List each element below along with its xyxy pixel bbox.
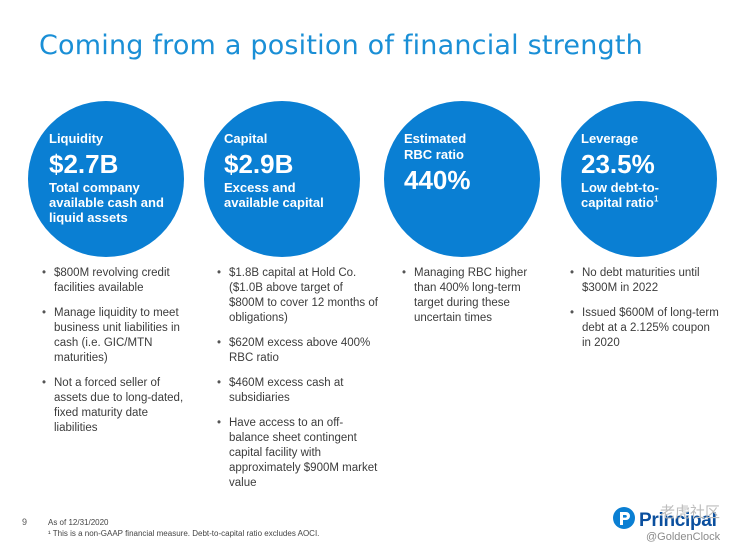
circle-desc: Excess and available capital (224, 180, 324, 210)
liquidity-bullets: $800M revolving credit facilities availa… (41, 266, 191, 446)
list-item: $460M excess cash at subsidiaries (216, 376, 381, 406)
footnote: ¹ This is a non-GAAP financial measure. … (48, 529, 320, 538)
list-item: Not a forced seller of assets due to lon… (41, 376, 191, 436)
watermark-handle: @GoldenClock (646, 531, 721, 543)
list-item: $620M excess above 400% RBC ratio (216, 336, 381, 366)
rbc-bullets: Managing RBC higher than 400% long-term … (401, 266, 544, 336)
capital-bullets: $1.8B capital at Hold Co. ($1.0B above t… (216, 266, 381, 501)
circle-desc-text: Low debt-to-capital ratio (581, 180, 659, 210)
list-item: $800M revolving credit facilities availa… (41, 266, 191, 296)
circle-value: 440% (404, 165, 471, 195)
leverage-circle: Leverage 23.5% Low debt-to-capital ratio… (561, 101, 717, 257)
circle-value: $2.7B (49, 149, 119, 179)
circle-desc: Total company available cash and liquid … (49, 180, 164, 225)
principal-logo-icon (612, 506, 636, 535)
list-item: $1.8B capital at Hold Co. ($1.0B above t… (216, 266, 381, 326)
circle-desc: Low debt-to-capital ratio1 (581, 180, 681, 210)
circle-label: Capital (224, 131, 268, 146)
liquidity-circle: Liquidity $2.7B Total company available … (28, 101, 184, 257)
as-of-date: As of 12/31/2020 (48, 518, 109, 527)
page-title: Coming from a position of financial stre… (39, 30, 643, 61)
circle-value: $2.9B (224, 149, 294, 179)
rbc-ratio-circle: Estimated RBC ratio 440% (384, 101, 540, 257)
list-item: Managing RBC higher than 400% long-term … (401, 266, 544, 326)
page-number: 9 (22, 517, 28, 527)
circle-label: Leverage (581, 131, 639, 146)
circle-label: Liquidity (49, 131, 104, 146)
circle-value: 23.5% (581, 149, 655, 179)
circle-label: Estimated RBC ratio (404, 131, 467, 162)
list-item: No debt maturities until $300M in 2022 (569, 266, 719, 296)
list-item: Have access to an off-balance sheet cont… (216, 416, 381, 491)
list-item: Manage liquidity to meet business unit l… (41, 306, 191, 366)
principal-logo: Principal (612, 506, 717, 535)
logo-text: Principal (639, 509, 717, 531)
list-item: Issued $600M of long-term debt at a 2.12… (569, 306, 719, 351)
footnote-marker: 1 (653, 194, 659, 204)
leverage-bullets: No debt maturities until $300M in 2022 I… (569, 266, 719, 361)
capital-circle: Capital $2.9B Excess and available capit… (204, 101, 360, 257)
watermark-cn: 老虎社区 (660, 504, 721, 521)
